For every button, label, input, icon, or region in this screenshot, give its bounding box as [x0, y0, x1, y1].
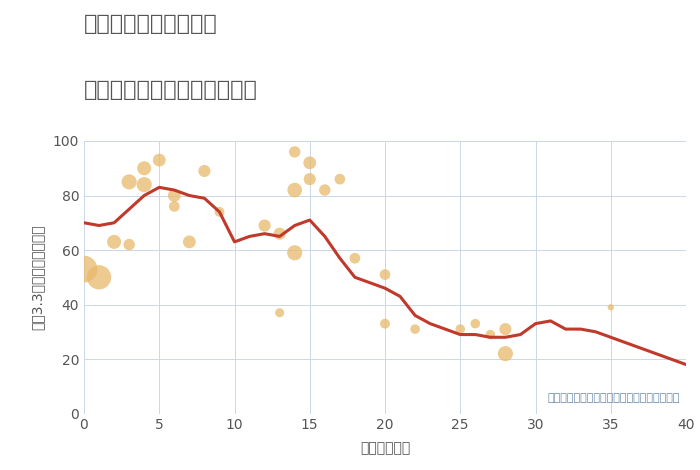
Point [500, 325, 511, 333]
Y-axis label: 坪（3.3㎡）単価（万円）: 坪（3.3㎡）単価（万円） [30, 225, 44, 330]
Point [605, 304, 617, 311]
Point [139, 181, 150, 188]
Point [169, 203, 180, 210]
Point [259, 222, 270, 229]
Point [289, 249, 300, 257]
Point [214, 208, 225, 216]
Text: 築年数別中古マンション価格: 築年数別中古マンション価格 [84, 80, 258, 100]
Point [199, 167, 210, 175]
Point [319, 186, 330, 194]
Point [123, 241, 134, 248]
Point [139, 164, 150, 172]
Point [78, 266, 90, 273]
Point [379, 271, 391, 278]
Point [274, 230, 286, 237]
Point [304, 175, 315, 183]
Point [470, 320, 481, 328]
Point [379, 320, 391, 328]
Point [455, 325, 466, 333]
Point [289, 186, 300, 194]
Point [108, 238, 120, 246]
Point [289, 148, 300, 156]
Point [335, 175, 346, 183]
Point [500, 350, 511, 357]
Point [484, 331, 496, 338]
Point [154, 157, 165, 164]
Point [123, 178, 134, 186]
Text: 岐阜県多治見市窯町の: 岐阜県多治見市窯町の [84, 14, 218, 34]
Point [410, 325, 421, 333]
Point [169, 192, 180, 199]
Point [304, 159, 315, 166]
Text: 円の大きさは、取引のあった物件面積を示す: 円の大きさは、取引のあった物件面積を示す [547, 393, 680, 403]
X-axis label: 築年数（年）: 築年数（年） [360, 441, 410, 455]
Point [183, 238, 195, 246]
Point [349, 254, 360, 262]
Point [274, 309, 286, 316]
Point [93, 274, 105, 281]
